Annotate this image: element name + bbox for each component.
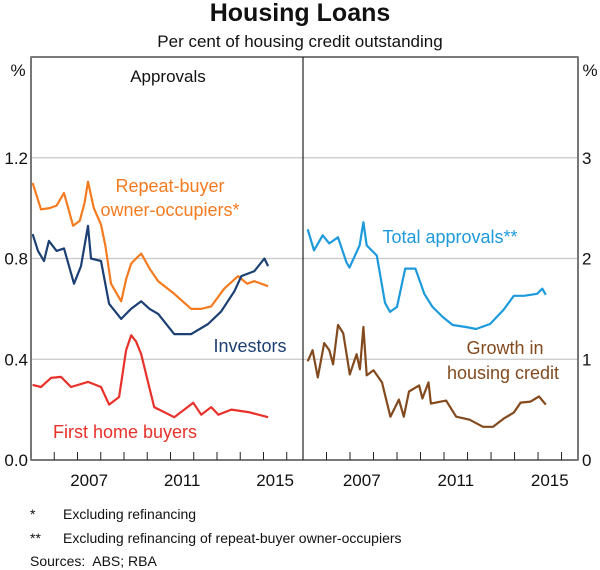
y-tick-label: 0 (582, 451, 591, 470)
x-tick-label: 2007 (343, 471, 381, 490)
axis-ticks (53, 452, 563, 460)
footnote-2-text: Excluding refinancing of repeat-buyer ow… (63, 530, 402, 546)
label-first-home-buyers: First home buyers (53, 422, 197, 442)
x-tick-label: 2011 (437, 471, 474, 490)
label-total-approvals: Total approvals** (382, 227, 517, 247)
label-repeat-buyer-line1: Repeat-buyer (115, 176, 224, 196)
y-tick-label: 0.8 (4, 250, 28, 269)
x-tick-label: 2015 (256, 471, 294, 490)
sources-note: Sources: ABS; RBA (30, 553, 157, 569)
y-tick-label: 1 (582, 350, 591, 369)
chart-title: Housing Loans (210, 0, 391, 27)
y-tick-label: 0.4 (4, 350, 28, 369)
series-line-total-approvals (306, 221, 547, 331)
x-tick-labels: 2007 2011 2015 2007 2011 2015 (70, 471, 569, 490)
series-line-growth-in-housing-credit (306, 323, 547, 428)
chart-subtitle: Per cent of housing credit outstanding (157, 32, 442, 51)
label-repeat-buyer-line2: owner-occupiers* (100, 200, 239, 220)
series-line-repeat-buyer-owner-occupiers (31, 180, 269, 310)
label-growth-line1: Growth in (466, 338, 543, 358)
label-growth-line2: housing credit (447, 363, 559, 383)
x-tick-label: 2007 (70, 471, 108, 490)
series-lines (31, 180, 547, 428)
gridlines (31, 157, 578, 360)
x-tick-label: 2011 (164, 471, 201, 490)
series-line-first-home-buyers (32, 334, 269, 419)
series-line-investors (31, 224, 270, 336)
y-tick-label: 1.2 (4, 149, 28, 168)
left-y-unit: % (10, 61, 25, 80)
plot-frame (30, 56, 579, 461)
x-tick-label: 2015 (531, 471, 569, 490)
right-y-unit: % (582, 61, 597, 80)
y-tick-label: 3 (582, 149, 591, 168)
y-tick-labels: 0.0 0.4 0.8 1.2 0 1 2 3 (4, 149, 591, 470)
y-tick-label: 0.0 (4, 451, 28, 470)
label-investors: Investors (213, 336, 286, 356)
footnote-1-mark: * (30, 506, 36, 522)
footnote-2-mark: ** (30, 530, 41, 546)
y-tick-label: 2 (582, 250, 591, 269)
footnote-1-text: Excluding refinancing (63, 506, 196, 522)
panel-title-approvals: Approvals (130, 67, 206, 86)
